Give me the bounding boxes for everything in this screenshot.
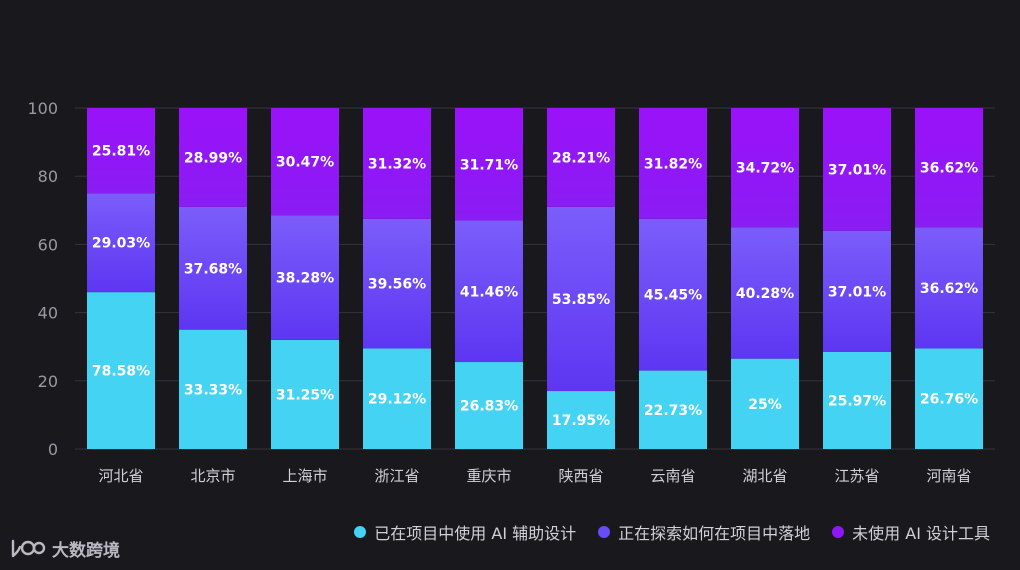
data-label: 31.32% (368, 156, 426, 172)
x-tick-label: 浙江省 (374, 467, 419, 485)
data-label: 39.56% (368, 277, 426, 293)
legend-item-series-1[interactable]: 已在项目中使用 AI 辅助设计 (354, 520, 576, 544)
y-tick-label: 80 (38, 167, 58, 186)
x-tick-label: 云南省 (650, 467, 695, 485)
x-tick-label: 湖北省 (742, 467, 787, 485)
data-label: 29.12% (368, 392, 426, 408)
data-label: 25.97% (828, 393, 886, 409)
bar-segment (179, 206, 247, 330)
x-tick-label: 河北省 (98, 467, 143, 485)
data-label: 17.95% (552, 413, 610, 429)
data-label: 25% (748, 397, 782, 413)
legend-item-series-2[interactable]: 正在探索如何在项目中落地 (598, 520, 810, 544)
legend-label-series-2: 正在探索如何在项目中落地 (618, 524, 811, 543)
brand-logo: 大数跨境 (10, 536, 120, 561)
chart-legend: 已在项目中使用 AI 辅助设计 正在探索如何在项目中落地 未使用 AI 设计工具 (354, 520, 990, 544)
data-label: 22.73% (644, 403, 702, 419)
y-tick-label: 0 (48, 440, 58, 459)
legend-item-series-3[interactable]: 未使用 AI 设计工具 (832, 520, 990, 544)
y-tick-label: 60 (38, 235, 58, 254)
x-tick-label: 上海市 (282, 467, 327, 485)
data-label: 45.45% (644, 288, 702, 304)
bar-segment (87, 292, 155, 449)
x-tick-label: 河南省 (926, 467, 971, 485)
data-label: 31.25% (276, 387, 334, 403)
x-tick-label: 北京市 (190, 467, 235, 485)
y-tick-label: 20 (38, 372, 58, 391)
x-tick-label: 陕西省 (558, 467, 603, 485)
bar-segment (823, 108, 891, 231)
legend-dot-series-2 (598, 526, 611, 538)
data-label: 36.62% (920, 281, 978, 297)
legend-label-series-1: 已在项目中使用 AI 辅助设计 (374, 524, 577, 543)
bar-segment (823, 230, 891, 352)
data-label: 37.01% (828, 162, 886, 178)
bar-segment (731, 358, 799, 449)
data-label: 30.47% (276, 155, 334, 171)
data-label: 28.21% (552, 150, 610, 166)
data-label: 37.68% (184, 261, 242, 277)
bar-segment (731, 227, 799, 359)
legend-dot-series-3 (832, 526, 845, 538)
data-label: 38.28% (276, 271, 334, 287)
brand-logo-text: 大数跨境 (52, 541, 120, 561)
data-label: 26.76% (920, 392, 978, 408)
data-label: 37.01% (828, 284, 886, 300)
bar-segment (915, 348, 983, 449)
bar-segment (547, 391, 615, 449)
bar-segment (271, 215, 339, 340)
bar-segment (823, 351, 891, 449)
data-label: 33.33% (184, 382, 242, 398)
bar-segment (731, 108, 799, 228)
data-label: 36.62% (920, 161, 978, 177)
legend-label-series-3: 未使用 AI 设计工具 (852, 524, 990, 543)
bar-segment (87, 193, 155, 293)
bar-segment (455, 108, 523, 221)
bar-segment (639, 108, 707, 219)
bar-segment (363, 348, 431, 449)
bar-segment (87, 108, 155, 194)
bar-segment (639, 370, 707, 449)
data-label: 25.81% (92, 144, 150, 160)
bar-segment (179, 329, 247, 449)
bar-segment (547, 108, 615, 207)
bar-segment (915, 227, 983, 349)
data-label: 29.03% (92, 236, 150, 252)
bar-segment (547, 206, 615, 392)
bar-segment (639, 218, 707, 371)
data-label: 34.72% (736, 161, 794, 177)
bar-segment (455, 362, 523, 449)
brand-logo-icon (11, 539, 46, 557)
bar-segment (271, 339, 339, 449)
y-tick-label: 100 (27, 99, 58, 118)
data-label: 26.83% (460, 399, 518, 415)
data-label: 28.99% (184, 150, 242, 166)
bar-segment (363, 108, 431, 219)
data-label: 78.58% (92, 364, 150, 380)
bar-segment (915, 108, 983, 228)
data-label: 31.71% (460, 157, 518, 173)
x-tick-label: 江苏省 (834, 467, 879, 485)
x-tick-label: 重庆市 (466, 467, 511, 485)
data-label: 31.82% (644, 156, 702, 172)
data-label: 53.85% (552, 292, 610, 308)
bar-segment (271, 108, 339, 216)
data-label: 40.28% (736, 286, 794, 302)
bar-segment (455, 220, 523, 363)
data-label: 41.46% (460, 284, 518, 300)
legend-dot-series-1 (354, 526, 367, 538)
bar-segment (363, 218, 431, 349)
bar-segment (179, 108, 247, 207)
y-tick-label: 40 (38, 304, 58, 323)
